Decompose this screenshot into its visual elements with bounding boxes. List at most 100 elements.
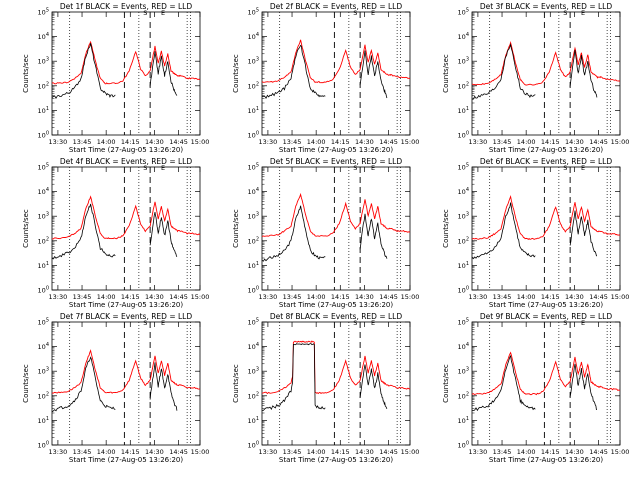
- y-tick-label: 101: [458, 261, 469, 270]
- y-axis-label: Counts/sec: [22, 209, 30, 248]
- y-tick-label: 102: [248, 391, 259, 400]
- x-tick-label: 13:45: [493, 448, 512, 456]
- x-tick-label: 15:00: [611, 448, 630, 456]
- lld-series-line: [472, 43, 620, 86]
- x-tick-label: 14:30: [565, 448, 584, 456]
- x-tick-label: 14:30: [145, 448, 164, 456]
- y-tick-label: 101: [458, 416, 469, 425]
- lld-series-line: [52, 351, 200, 394]
- y-tick-label: 103: [248, 57, 259, 66]
- plot-frame: [52, 167, 200, 290]
- y-tick-label: 103: [458, 57, 469, 66]
- x-tick-label: 14:45: [169, 293, 188, 301]
- y-tick-label: 100: [248, 131, 259, 140]
- x-tick-label: 14:00: [307, 448, 326, 456]
- x-tick-label: 13:45: [283, 138, 302, 146]
- x-axis-label: Start Time (27-Aug-05 13:26:20): [279, 456, 393, 464]
- y-tick-label: 103: [458, 367, 469, 376]
- y-tick-label: 100: [458, 131, 469, 140]
- x-axis-label: Start Time (27-Aug-05 13:26:20): [69, 146, 183, 154]
- x-tick-label: 14:00: [517, 448, 536, 456]
- marker-label-s: S: [143, 319, 147, 327]
- y-tick-label: 103: [38, 367, 49, 376]
- marker-label-s: S: [143, 9, 147, 17]
- marker-label-e: E: [581, 164, 585, 172]
- panel-title: Det 5f BLACK = Events, RED = LLD: [270, 157, 403, 166]
- marker-label-e: E: [581, 319, 585, 327]
- y-tick-label: 101: [248, 106, 259, 115]
- marker-label-e: E: [161, 164, 165, 172]
- y-tick-label: 104: [458, 342, 469, 351]
- x-axis-label: Start Time (27-Aug-05 13:26:20): [489, 456, 603, 464]
- lld-series-line: [262, 195, 410, 237]
- events-series-line: [472, 45, 535, 99]
- y-axis-label: Counts/sec: [232, 209, 240, 248]
- x-tick-label: 13:30: [469, 293, 488, 301]
- y-tick-label: 103: [248, 367, 259, 376]
- x-tick-label: 14:45: [169, 138, 188, 146]
- x-tick-label: 14:45: [169, 448, 188, 456]
- x-tick-label: 13:45: [493, 293, 512, 301]
- y-tick-label: 100: [458, 441, 469, 450]
- lld-series-line: [472, 353, 620, 395]
- y-tick-label: 102: [38, 81, 49, 90]
- x-tick-label: 14:15: [541, 138, 560, 146]
- x-tick-label: 15:00: [401, 293, 420, 301]
- y-tick-label: 103: [38, 57, 49, 66]
- x-tick-label: 14:00: [307, 293, 326, 301]
- x-tick-label: 14:15: [121, 293, 140, 301]
- y-tick-label: 104: [248, 32, 259, 41]
- x-axis-label: Start Time (27-Aug-05 13:26:20): [69, 301, 183, 309]
- plot-frame: [52, 12, 200, 135]
- lld-series-line: [52, 42, 200, 84]
- marker-label-s: S: [353, 164, 357, 172]
- x-tick-label: 13:30: [49, 138, 68, 146]
- panel-title: Det 8f BLACK = Events, RED = LLD: [270, 312, 403, 321]
- events-series-line: [52, 357, 115, 412]
- marker-label-s: S: [353, 319, 357, 327]
- x-tick-label: 13:30: [259, 448, 278, 456]
- x-tick-label: 14:45: [379, 448, 398, 456]
- lld-series-line: [262, 40, 410, 83]
- x-tick-label: 15:00: [191, 448, 210, 456]
- x-tick-label: 14:15: [541, 448, 560, 456]
- panel-det-5: Det 5f BLACK = Events, RED = LLD 100 101 10…: [232, 157, 419, 309]
- y-tick-label: 103: [248, 212, 259, 221]
- x-tick-label: 14:15: [121, 448, 140, 456]
- events-series-line: [262, 344, 325, 411]
- x-tick-label: 13:45: [283, 448, 302, 456]
- x-tick-label: 14:30: [565, 293, 584, 301]
- y-tick-label: 100: [248, 286, 259, 295]
- events-series-line: [262, 45, 325, 98]
- y-tick-label: 101: [38, 106, 49, 115]
- x-tick-label: 14:45: [379, 138, 398, 146]
- panel-title: Det 9f BLACK = Events, RED = LLD: [480, 312, 613, 321]
- y-axis-label: Counts/sec: [442, 54, 450, 93]
- y-tick-label: 104: [248, 342, 259, 351]
- y-tick-label: 104: [38, 187, 49, 196]
- x-tick-label: 13:30: [469, 138, 488, 146]
- marker-label-e: E: [161, 9, 165, 17]
- x-tick-label: 13:45: [73, 138, 92, 146]
- events-series-line: [52, 204, 115, 259]
- x-tick-label: 13:30: [259, 138, 278, 146]
- x-axis-label: Start Time (27-Aug-05 13:26:20): [489, 146, 603, 154]
- marker-label-e: E: [581, 9, 585, 17]
- detector-chart-grid: Det 1f BLACK = Events, RED = LLD10010110…: [0, 0, 640, 480]
- x-tick-label: 15:00: [611, 293, 630, 301]
- y-tick-label: 101: [248, 261, 259, 270]
- marker-label-e: E: [371, 9, 375, 17]
- y-tick-label: 105: [248, 318, 259, 327]
- x-tick-label: 14:45: [379, 293, 398, 301]
- events-series-line: [150, 212, 177, 257]
- y-tick-label: 104: [248, 187, 259, 196]
- x-tick-label: 14:15: [541, 293, 560, 301]
- y-tick-label: 103: [38, 212, 49, 221]
- y-tick-label: 102: [248, 236, 259, 245]
- y-tick-label: 102: [458, 236, 469, 245]
- y-tick-label: 105: [248, 8, 259, 17]
- y-tick-label: 102: [248, 81, 259, 90]
- x-tick-label: 14:45: [589, 293, 608, 301]
- y-tick-label: 105: [38, 8, 49, 17]
- y-axis-label: Counts/sec: [232, 364, 240, 403]
